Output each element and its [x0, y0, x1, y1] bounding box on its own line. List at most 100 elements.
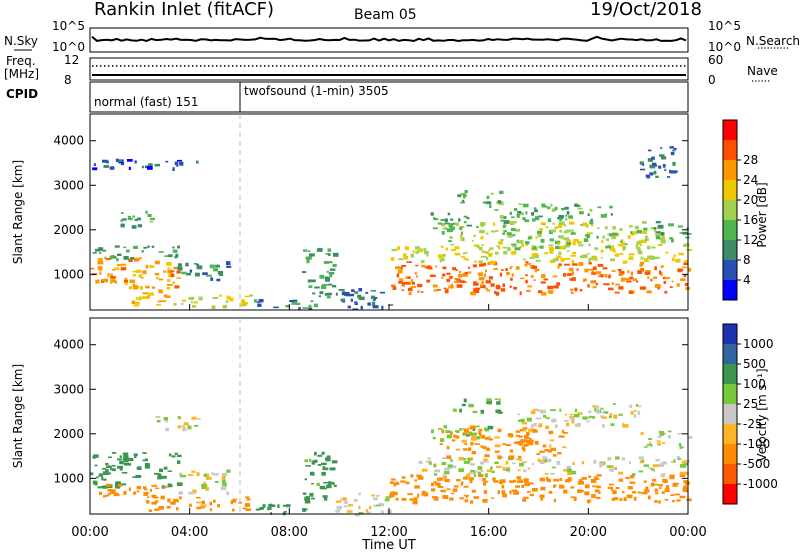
heatmap-cell: [643, 227, 648, 231]
heatmap-cell: [557, 452, 562, 455]
heatmap-cell: [463, 476, 468, 480]
heatmap-cell: [658, 463, 664, 467]
heatmap-cell: [213, 268, 218, 272]
heatmap-cell: [659, 237, 666, 241]
heatmap-cell: [647, 276, 650, 279]
heatmap-cell: [463, 215, 468, 218]
heatmap-cell: [687, 267, 692, 272]
heatmap-cell: [353, 499, 358, 502]
heatmap-cell: [105, 494, 109, 497]
freq-left-tick-top: 12: [64, 53, 79, 67]
heatmap-cell: [123, 456, 129, 460]
heatmap-cell: [531, 253, 536, 258]
heatmap-cell: [594, 407, 597, 412]
heatmap-cell: [163, 486, 169, 488]
y-tick-label: 4000: [53, 134, 84, 148]
colorbar-segment: [723, 240, 737, 261]
heatmap-cell: [177, 266, 183, 271]
heatmap-cell: [256, 301, 261, 303]
heatmap-cell: [124, 280, 129, 283]
heatmap-cell: [396, 273, 400, 278]
heatmap-cell: [433, 463, 436, 468]
heatmap-cell: [403, 282, 410, 285]
heatmap-cell: [111, 452, 117, 454]
heatmap-cell: [645, 235, 648, 238]
heatmap-cell: [599, 465, 602, 468]
heatmap-cell: [421, 264, 426, 268]
heatmap-cell: [531, 424, 534, 428]
heatmap-cell: [464, 494, 469, 497]
heatmap-cell: [518, 435, 523, 438]
heatmap-cell: [589, 415, 593, 418]
heatmap-cell: [502, 493, 508, 498]
heatmap-cell: [628, 495, 632, 499]
heatmap-cell: [586, 416, 590, 419]
heatmap-cell: [124, 282, 128, 285]
heatmap-cell: [574, 203, 578, 207]
heatmap-cell: [543, 278, 549, 281]
heatmap-cell: [648, 441, 652, 444]
heatmap-cell: [391, 248, 397, 252]
heatmap-cell: [633, 414, 637, 418]
heatmap-cell: [330, 482, 334, 484]
heatmap-cell: [513, 208, 518, 211]
heatmap-cell: [480, 255, 487, 258]
colorbar-frame: [722, 119, 738, 301]
heatmap-cell: [171, 455, 176, 458]
heatmap-cell: [515, 485, 520, 488]
heatmap-cell: [458, 468, 464, 472]
heatmap-cell: [328, 481, 332, 485]
heatmap-cell: [439, 258, 443, 263]
heatmap-cell: [509, 221, 515, 225]
noise-left-tick-bottom: 10^0: [52, 40, 85, 54]
heatmap-cell: [639, 268, 643, 271]
heatmap-cell: [437, 428, 442, 430]
y-tick-label: 1000: [53, 471, 84, 485]
heatmap-cell: [326, 295, 331, 299]
heatmap-cell: [513, 479, 517, 483]
heatmap-cell: [110, 277, 115, 281]
heatmap-cell: [120, 223, 125, 228]
heatmap-cell: [422, 490, 426, 493]
heatmap-cell: [459, 428, 463, 431]
heatmap-cell: [648, 438, 652, 440]
heatmap-cell: [289, 300, 295, 303]
heatmap-cell: [549, 291, 553, 295]
heatmap-cell: [193, 301, 198, 304]
heatmap-cell: [572, 461, 575, 466]
heatmap-cell: [450, 458, 453, 463]
heatmap-cell: [622, 423, 629, 428]
heatmap-cell: [380, 503, 384, 507]
heatmap-cell: [618, 478, 624, 482]
heatmap-cell: [486, 400, 492, 405]
heatmap-cell: [485, 232, 489, 235]
heatmap-cell: [595, 405, 599, 409]
heatmap-cell: [136, 486, 142, 490]
heatmap-cell: [209, 264, 215, 269]
heatmap-cell: [449, 275, 453, 279]
heatmap-cell: [401, 476, 406, 479]
heatmap-cell: [634, 410, 637, 412]
heatmap-cell: [629, 276, 634, 280]
heatmap-cell: [543, 414, 547, 418]
heatmap-cell: [99, 251, 102, 254]
heatmap-cell: [464, 190, 468, 194]
heatmap-cell: [560, 258, 565, 262]
heatmap-cell: [453, 434, 457, 438]
heatmap-cell: [685, 471, 689, 475]
heatmap-cell: [644, 489, 650, 493]
heatmap-cell: [660, 473, 665, 478]
heatmap-cell: [168, 453, 172, 457]
heatmap-cell: [445, 247, 449, 251]
heatmap-cell: [518, 212, 524, 216]
heatmap-cell: [318, 295, 322, 298]
heatmap-cell: [547, 218, 552, 223]
heatmap-cell: [558, 224, 563, 228]
heatmap-cell: [537, 290, 542, 294]
heatmap-cell: [211, 472, 214, 475]
y-tick-label: 1000: [53, 267, 84, 281]
heatmap-cell: [434, 284, 438, 288]
heatmap-cell: [502, 246, 508, 249]
heatmap-cell: [215, 264, 220, 268]
heatmap-cell: [120, 267, 126, 271]
